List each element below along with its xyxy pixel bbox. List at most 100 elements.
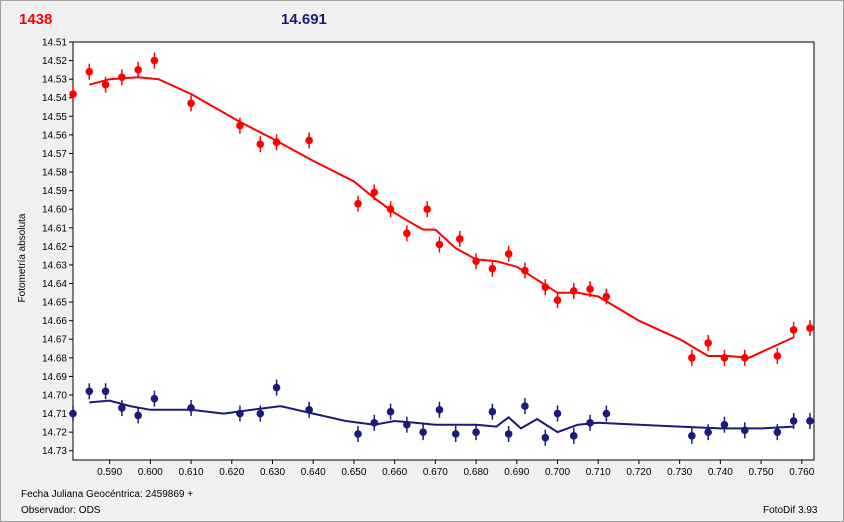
y-tick-label: 14.56 xyxy=(42,130,67,141)
x-tick-label: 0.630 xyxy=(260,467,285,478)
data-point xyxy=(789,321,798,338)
point-marker xyxy=(789,417,798,425)
observer-label: Observador: ODS xyxy=(21,505,101,516)
point-marker xyxy=(354,199,362,208)
data-point xyxy=(773,347,782,364)
julian-date-label: Fecha Juliana Geocéntrica: 2459869 + xyxy=(21,489,194,500)
data-point xyxy=(720,416,729,433)
point-marker xyxy=(370,419,379,427)
y-tick-label: 14.66 xyxy=(42,316,67,327)
point-marker xyxy=(403,229,411,238)
x-tick-label: 0.760 xyxy=(789,467,814,478)
series-2 xyxy=(69,379,814,446)
y-tick-label: 14.68 xyxy=(42,353,67,364)
y-tick-label: 14.64 xyxy=(42,279,67,290)
point-marker xyxy=(386,205,395,213)
point-marker xyxy=(488,264,497,273)
point-marker xyxy=(806,324,814,332)
data-point xyxy=(370,414,379,431)
data-point xyxy=(602,405,611,422)
data-point xyxy=(553,405,562,422)
y-tick-label: 14.57 xyxy=(42,149,67,160)
series-layer xyxy=(69,52,814,446)
data-point xyxy=(435,401,444,418)
data-point xyxy=(305,132,313,149)
point-marker xyxy=(305,406,313,414)
point-marker xyxy=(740,426,749,435)
data-point xyxy=(118,399,126,416)
point-marker xyxy=(187,99,195,108)
point-marker xyxy=(569,432,578,440)
point-marker xyxy=(806,417,814,425)
x-tick-label: 0.740 xyxy=(708,467,733,478)
data-point xyxy=(85,63,94,80)
data-point xyxy=(569,427,578,444)
y-axis-label: Fotometría absoluta xyxy=(17,213,28,302)
x-tick-label: 0.650 xyxy=(341,467,366,478)
data-point xyxy=(403,225,411,242)
data-point xyxy=(386,403,395,420)
point-marker xyxy=(472,257,480,266)
point-marker xyxy=(704,428,712,436)
point-marker xyxy=(504,430,513,438)
data-point xyxy=(472,424,480,441)
point-marker xyxy=(256,140,265,148)
point-marker xyxy=(586,419,594,427)
point-marker xyxy=(602,292,611,301)
data-point xyxy=(740,422,749,439)
data-point xyxy=(521,262,529,279)
point-marker xyxy=(150,56,159,65)
point-marker xyxy=(688,354,696,362)
data-point xyxy=(354,425,362,442)
data-point xyxy=(236,405,244,422)
point-marker xyxy=(354,430,362,438)
point-marker xyxy=(789,326,798,334)
point-marker xyxy=(69,90,77,98)
point-marker xyxy=(740,354,749,362)
y-tick-label: 14.58 xyxy=(42,168,67,179)
data-point xyxy=(541,429,550,446)
data-point xyxy=(806,320,814,337)
y-tick-label: 14.52 xyxy=(42,56,67,67)
x-tick-label: 0.590 xyxy=(97,467,122,478)
data-point xyxy=(85,383,94,400)
point-marker xyxy=(553,296,562,305)
point-marker xyxy=(101,387,110,396)
x-tick-label: 0.730 xyxy=(667,467,692,478)
target-label: 1438 xyxy=(19,11,53,28)
data-point xyxy=(150,52,159,69)
data-point xyxy=(101,383,110,400)
point-marker xyxy=(134,66,142,74)
data-point xyxy=(386,201,395,218)
data-point xyxy=(101,76,110,93)
data-point xyxy=(521,398,529,415)
data-point xyxy=(602,288,611,305)
data-point xyxy=(134,61,142,78)
point-marker xyxy=(435,406,444,414)
y-tick-label: 14.55 xyxy=(42,112,67,123)
point-marker xyxy=(150,394,159,403)
data-point xyxy=(504,425,513,442)
data-point xyxy=(773,424,782,441)
point-marker xyxy=(386,407,395,416)
data-point xyxy=(354,195,362,212)
version-label: FotoDif 3.93 xyxy=(763,505,818,516)
data-point xyxy=(187,399,195,416)
data-point xyxy=(704,424,712,441)
fit-curve xyxy=(89,76,795,359)
y-tick-label: 14.53 xyxy=(42,75,67,86)
point-marker xyxy=(403,420,411,429)
x-tick-label: 0.660 xyxy=(382,467,407,478)
y-tick-label: 14.70 xyxy=(42,390,67,401)
point-marker xyxy=(521,266,529,275)
x-tick-label: 0.640 xyxy=(301,467,326,478)
data-point xyxy=(504,245,513,262)
point-marker xyxy=(423,205,432,213)
point-marker xyxy=(305,136,313,145)
data-point xyxy=(419,424,427,441)
data-point xyxy=(472,253,480,270)
data-point xyxy=(740,349,749,366)
data-point xyxy=(569,282,578,299)
data-point xyxy=(488,403,497,420)
